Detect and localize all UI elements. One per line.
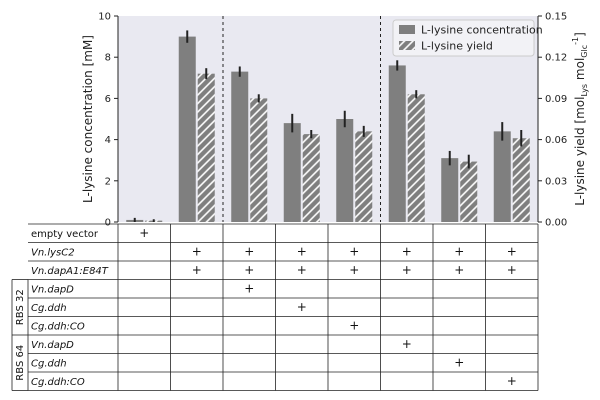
bar-concentration-6 xyxy=(388,65,406,222)
bar-concentration-3 xyxy=(231,71,249,223)
row-4-mark-3: + xyxy=(244,281,254,295)
row-3-mark-3: + xyxy=(244,263,254,277)
group-label-1: RBS 32 xyxy=(15,289,26,325)
row-3-mark-6: + xyxy=(402,263,412,277)
bar-concentration-5 xyxy=(336,119,354,222)
row-label-2: Vn.lysC2 xyxy=(31,247,75,258)
right-tick-label: 0.09 xyxy=(545,94,567,105)
left-tick-label: 4 xyxy=(105,135,111,146)
legend-label-yield: L-lysine yield xyxy=(421,40,493,53)
row-2-mark-3: + xyxy=(244,244,254,258)
legend-swatch-concentration xyxy=(399,25,415,34)
row-label-5: Cg.ddh xyxy=(31,303,67,314)
row-3-mark-8: + xyxy=(507,263,517,277)
row-5-mark-4: + xyxy=(297,300,307,314)
row-3-mark-7: + xyxy=(454,263,464,277)
row-7-mark-6: + xyxy=(402,337,412,351)
bar-concentration-7 xyxy=(441,158,459,222)
right-axis-label-end: ] xyxy=(573,32,587,37)
row-2-mark-4: + xyxy=(297,244,307,258)
row-label-3: Vn.dapA1:E84T xyxy=(31,266,109,277)
bar-yield-7 xyxy=(460,161,478,222)
plot-area: 02468100.000.030.060.090.120.15L-lysine … xyxy=(81,12,589,229)
row-6-mark-5: + xyxy=(349,318,359,332)
bar-yield-3 xyxy=(250,98,268,222)
left-tick-label: 10 xyxy=(98,12,111,23)
row-2-mark-7: + xyxy=(454,244,464,258)
bar-yield-4 xyxy=(302,134,320,222)
right-axis-label-main: L-lysine yield [mol xyxy=(573,97,587,206)
bar-concentration-8 xyxy=(493,131,511,222)
left-tick-label: 0 xyxy=(105,218,111,229)
right-tick-label: 0.06 xyxy=(545,135,567,146)
left-tick-label: 2 xyxy=(105,176,111,187)
row-8-mark-7: + xyxy=(454,355,464,369)
left-axis-label: L-lysine concentration [mM] xyxy=(81,35,95,203)
right-axis-label-sub1: Lys xyxy=(580,84,589,97)
group-label-2: RBS 64 xyxy=(15,345,26,381)
right-axis-label-sub2: Glc xyxy=(580,45,589,58)
left-tick-label: 6 xyxy=(105,94,111,105)
row-label-6: Cg.ddh:CO xyxy=(31,321,85,332)
row-3-mark-4: + xyxy=(297,263,307,277)
right-tick-label: 0.00 xyxy=(545,218,567,229)
row-label-4: Vn.dapD xyxy=(31,284,74,295)
legend-label-concentration: L-lysine concentration xyxy=(421,24,543,37)
right-tick-label: 0.15 xyxy=(545,12,567,23)
row-label-8: Cg.ddh xyxy=(31,358,67,369)
right-axis-label: L-lysine yield [molLys molGlc-1] xyxy=(571,32,589,206)
row-1-mark-1: + xyxy=(139,226,149,240)
row-3-mark-2: + xyxy=(192,263,202,277)
right-tick-label: 0.12 xyxy=(545,53,567,64)
right-axis-label-mid: mol xyxy=(573,58,587,84)
construct-table: RBS 32 RBS 64 empty vector + Vn.lysC2 + + + + + + +… xyxy=(11,223,539,391)
bar-concentration-4 xyxy=(283,123,301,222)
left-tick-label: 8 xyxy=(105,53,111,64)
legend-swatch-yield xyxy=(399,41,415,50)
bar-yield-6 xyxy=(407,94,425,222)
row-2-mark-6: + xyxy=(402,244,412,258)
row-2-mark-8: + xyxy=(507,244,517,258)
right-axis-label-sup: -1 xyxy=(571,37,580,45)
row-label-1: empty vector xyxy=(31,229,99,240)
row-label-9: Cg.ddh:CO xyxy=(31,377,85,388)
row-2-mark-5: + xyxy=(349,244,359,258)
right-tick-label: 0.03 xyxy=(545,176,567,187)
row-2-mark-2: + xyxy=(192,244,202,258)
bar-concentration-2 xyxy=(178,36,196,222)
legend-box xyxy=(392,19,535,57)
bar-yield-8 xyxy=(512,138,530,222)
row-3-mark-5: + xyxy=(349,263,359,277)
bar-yield-5 xyxy=(355,131,373,222)
row-label-7: Vn.dapD xyxy=(31,340,74,351)
row-9-mark-8: + xyxy=(507,374,517,388)
bar-yield-2 xyxy=(197,73,215,223)
